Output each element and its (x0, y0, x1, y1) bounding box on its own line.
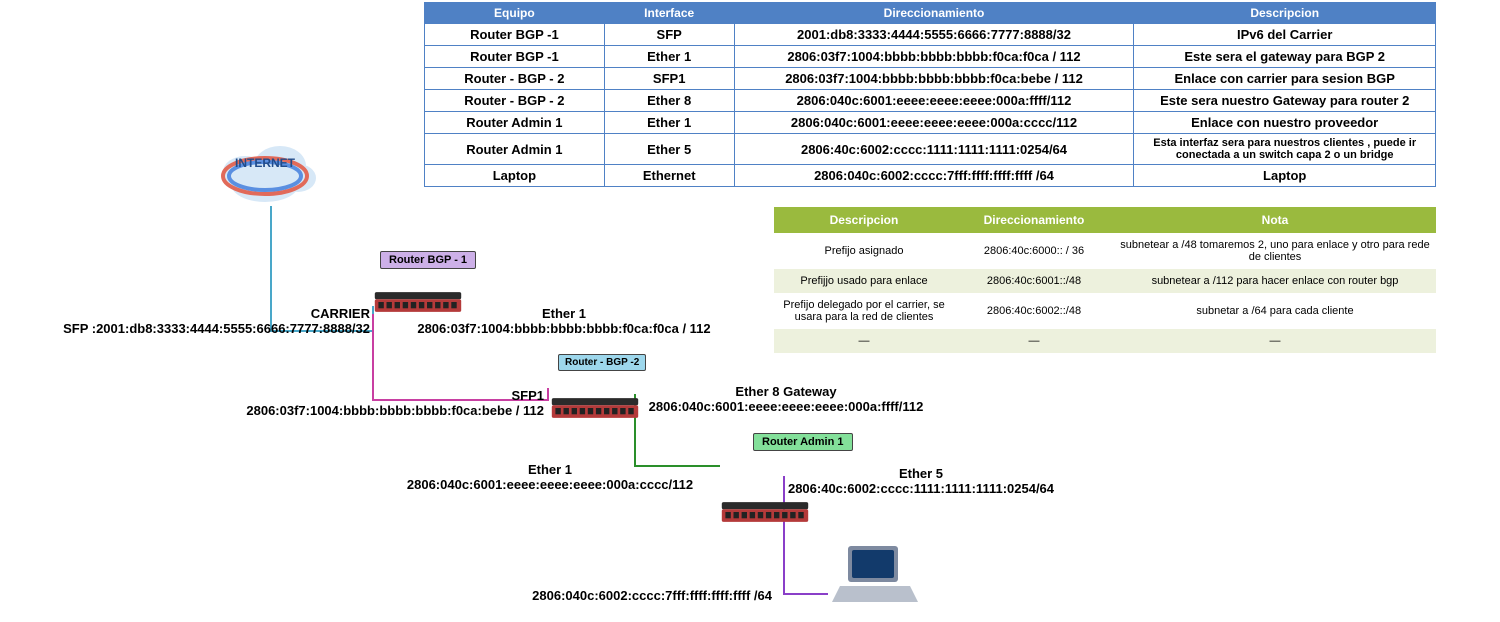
green-table-header: Descripcion (774, 207, 954, 233)
laptop-addr: 2806:040c:6002:cccc:7fff:ffff:ffff:ffff … (532, 588, 772, 603)
table-cell: 2806:40c:6000:: / 36 (954, 233, 1114, 269)
router-admin1-device (720, 500, 810, 524)
table-cell: subnetear a /112 para hacer enlace con r… (1114, 269, 1436, 293)
table-cell: 2001:db8:3333:4444:5555:6666:7777:8888/3… (734, 24, 1134, 46)
table-cell: 2806:040c:6001:eeee:eeee:eeee:000a:cccc/… (734, 112, 1134, 134)
bgp1-ether1-addr: 2806:03f7:1004:bbbb:bbbb:bbbb:f0ca:f0ca … (404, 321, 724, 336)
green-table-header: Direccionamiento (954, 207, 1114, 233)
top-table-header: Descripcion (1134, 3, 1436, 24)
table-cell: Ether 8 (604, 90, 734, 112)
table-cell: SFP (604, 24, 734, 46)
table-row: Router BGP -1SFP2001:db8:3333:4444:5555:… (425, 24, 1436, 46)
adm1-ether1-addr: 2806:040c:6001:eeee:eeee:eeee:000a:cccc/… (380, 477, 720, 492)
bgp2-sfp1-label: SFP1 2806:03f7:1004:bbbb:bbbb:bbbb:f0ca:… (200, 388, 544, 418)
table-cell: subnetear a /48 tomaremos 2, uno para en… (1114, 233, 1436, 269)
table-cell: 2806:040c:6001:eeee:eeee:eeee:000a:ffff/… (734, 90, 1134, 112)
table-row: Prefijo asignado2806:40c:6000:: / 36subn… (774, 233, 1436, 269)
table-cell: Router - BGP - 2 (425, 68, 605, 90)
table-cell: Este sera nuestro Gateway para router 2 (1134, 90, 1436, 112)
table-row: Router Admin 1Ether 12806:040c:6001:eeee… (425, 112, 1436, 134)
table-row: Router BGP -1Ether 12806:03f7:1004:bbbb:… (425, 46, 1436, 68)
table-cell: Prefijo asignado (774, 233, 954, 269)
green-table-header: Nota (1114, 207, 1436, 233)
internet-cloud: INTERNET (210, 128, 320, 208)
carrier-addr: SFP :2001:db8:3333:4444:5555:6666:7777:8… (10, 321, 370, 336)
table-cell: Router Admin 1 (425, 112, 605, 134)
carrier-label: CARRIER SFP :2001:db8:3333:4444:5555:666… (10, 306, 370, 336)
bgp2-ether8-addr: 2806:040c:6001:eeee:eeee:eeee:000a:ffff/… (636, 399, 936, 414)
table-cell: Laptop (1134, 165, 1436, 187)
table-cell: Prefijo delegado por el carrier, se usar… (774, 293, 954, 329)
laptop-device (830, 540, 920, 610)
table-row: ——— (774, 329, 1436, 353)
table-cell: Este sera el gateway para BGP 2 (1134, 46, 1436, 68)
router-admin1-label-box: Router Admin 1 (753, 432, 853, 451)
table-cell: Router BGP -1 (425, 24, 605, 46)
table-row: Router - BGP - 2SFP12806:03f7:1004:bbbb:… (425, 68, 1436, 90)
table-cell: Router Admin 1 (425, 134, 605, 165)
router-bgp1-label-box: Router BGP - 1 (380, 250, 476, 269)
table-cell: Router - BGP - 2 (425, 90, 605, 112)
laptop-addr-label: 2806:040c:6002:cccc:7fff:ffff:ffff:ffff … (472, 588, 772, 603)
table-cell: Ether 1 (604, 112, 734, 134)
table-cell: Enlace con carrier para sesion BGP (1134, 68, 1436, 90)
bgp1-ether1-label: Ether 1 2806:03f7:1004:bbbb:bbbb:bbbb:f0… (404, 306, 724, 336)
bgp2-ether8-label: Ether 8 Gateway 2806:040c:6001:eeee:eeee… (636, 384, 936, 414)
router-bgp2-label: Router - BGP -2 (558, 354, 646, 371)
bgp2-sfp1-addr: 2806:03f7:1004:bbbb:bbbb:bbbb:f0ca:bebe … (200, 403, 544, 418)
top-table-header: Equipo (425, 3, 605, 24)
adm1-ether1-label: Ether 1 2806:040c:6001:eeee:eeee:eeee:00… (380, 462, 720, 492)
table-cell: Esta interfaz sera para nuestros cliente… (1134, 134, 1436, 165)
router-admin1-label: Router Admin 1 (753, 433, 853, 451)
table-cell: Enlace con nuestro proveedor (1134, 112, 1436, 134)
table-cell: — (1114, 329, 1436, 353)
top-table-header: Interface (604, 3, 734, 24)
internet-label: INTERNET (210, 156, 320, 170)
router-bgp2-device (550, 396, 640, 420)
table-cell: Ether 1 (604, 46, 734, 68)
adm1-ether5-addr: 2806:40c:6002:cccc:1111:1111:1111:0254/6… (776, 481, 1066, 496)
router-bgp1-device (373, 290, 463, 314)
table-cell: 2806:40c:6002:cccc:1111:1111:1111:0254/6… (734, 134, 1134, 165)
router-bgp1-label: Router BGP - 1 (380, 251, 476, 269)
adm1-ether1-title: Ether 1 (528, 462, 572, 477)
table-cell: 2806:03f7:1004:bbbb:bbbb:bbbb:f0ca:f0ca … (734, 46, 1134, 68)
table-cell: — (954, 329, 1114, 353)
adm1-ether5-title: Ether 5 (899, 466, 943, 481)
router-bgp2-label-box: Router - BGP -2 (558, 352, 646, 371)
bgp1-ether1-title: Ether 1 (542, 306, 586, 321)
table-cell: SFP1 (604, 68, 734, 90)
table-cell: Ethernet (604, 165, 734, 187)
table-row: Prefijo delegado por el carrier, se usar… (774, 293, 1436, 329)
table-row: Router - BGP - 2Ether 82806:040c:6001:ee… (425, 90, 1436, 112)
bgp2-sfp1-title: SFP1 (511, 388, 544, 403)
table-cell: Laptop (425, 165, 605, 187)
top-table-header: Direccionamiento (734, 3, 1134, 24)
carrier-title: CARRIER (311, 306, 370, 321)
table-cell: Ether 5 (604, 134, 734, 165)
table-row: Prefijjo usado para enlace2806:40c:6001:… (774, 269, 1436, 293)
table-cell: 2806:40c:6002::/48 (954, 293, 1114, 329)
bgp2-ether8-title: Ether 8 Gateway (735, 384, 836, 399)
adm1-ether5-label: Ether 5 2806:40c:6002:cccc:1111:1111:111… (776, 466, 1066, 496)
table-cell: — (774, 329, 954, 353)
prefix-table: DescripcionDireccionamientoNota Prefijo … (774, 207, 1436, 353)
table-cell: subnetar a /64 para cada cliente (1114, 293, 1436, 329)
table-row: LaptopEthernet2806:040c:6002:cccc:7fff:f… (425, 165, 1436, 187)
table-cell: 2806:40c:6001::/48 (954, 269, 1114, 293)
addressing-table: EquipoInterfaceDireccionamientoDescripci… (424, 2, 1436, 187)
table-cell: IPv6 del Carrier (1134, 24, 1436, 46)
table-row: Router Admin 1Ether 52806:40c:6002:cccc:… (425, 134, 1436, 165)
table-cell: Prefijjo usado para enlace (774, 269, 954, 293)
table-cell: 2806:040c:6002:cccc:7fff:ffff:ffff:ffff … (734, 165, 1134, 187)
table-cell: Router BGP -1 (425, 46, 605, 68)
table-cell: 2806:03f7:1004:bbbb:bbbb:bbbb:f0ca:bebe … (734, 68, 1134, 90)
